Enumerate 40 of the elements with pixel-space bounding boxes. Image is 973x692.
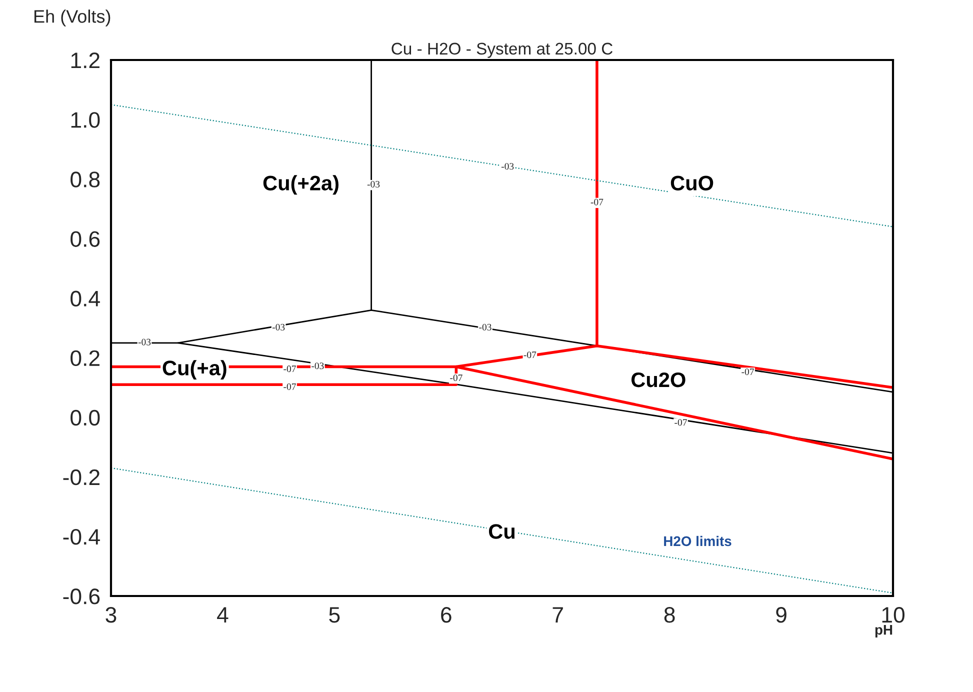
x-tick-label: 4 [217, 607, 228, 623]
annotation: Cu(+a) [162, 360, 226, 380]
y-tick-label: 0.2 [70, 350, 100, 366]
annotation: -07 [742, 368, 754, 376]
annotation: -03 [367, 180, 380, 188]
annotation: CuO [670, 176, 714, 190]
x-tick-label: 3 [106, 607, 116, 623]
x-tick-label: 10 [882, 607, 904, 623]
annotation: -07 [674, 419, 687, 426]
y-axis-title: Eh (Volts) [34, 10, 110, 26]
annotation: -03 [479, 324, 492, 330]
y-tick-label: 1.0 [71, 112, 100, 128]
annotation: Cu [488, 524, 515, 539]
annotation: Cu(+2a) [263, 175, 338, 195]
annotation: -07 [590, 198, 604, 206]
y-tick-label: 1.2 [71, 52, 100, 68]
y-tick-label: -0.6 [63, 588, 100, 604]
x-tick-label: 9 [776, 607, 786, 623]
annotation: -03 [272, 324, 285, 330]
y-tick-label: -0.4 [63, 528, 100, 545]
annotation: -07 [284, 383, 296, 390]
y-tick-label: 0.8 [70, 172, 100, 188]
y-tick-label: 0.6 [70, 231, 100, 247]
chart-title: Cu - H2O - System at 25.00 C [392, 42, 613, 58]
x-axis-title: pH [875, 625, 892, 638]
x-tick-label: 7 [552, 607, 563, 623]
y-tick-label: 0.4 [70, 290, 100, 306]
x-tick-label: 8 [664, 607, 675, 623]
annotation: Cu2O [631, 372, 686, 388]
y-tick-label: -0.2 [63, 469, 100, 486]
annotation: -03 [501, 163, 514, 170]
annotation: H2O limits [664, 536, 732, 546]
annotation: -03 [312, 362, 324, 370]
y-tick-label: 0.0 [70, 410, 100, 426]
x-tick-label: 5 [329, 607, 340, 623]
annotation: -07 [450, 374, 462, 382]
annotation: -03 [138, 338, 151, 346]
annotation: -07 [284, 366, 296, 372]
annotation: -07 [524, 352, 536, 358]
x-tick-label: 6 [441, 607, 452, 623]
